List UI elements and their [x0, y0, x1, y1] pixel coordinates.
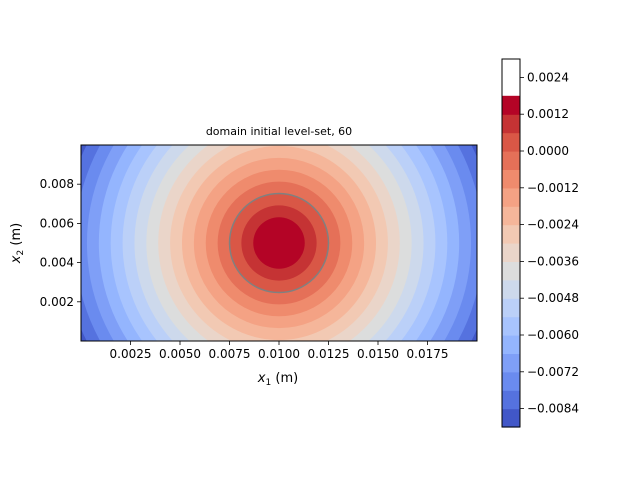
colorbar-segment — [502, 353, 520, 373]
x-tick-label: 0.0050 — [159, 347, 201, 361]
colorbar-segment — [502, 298, 520, 318]
y-tick-label: 0.004 — [40, 256, 74, 270]
colorbar-segment — [502, 390, 520, 410]
colorbar — [502, 95, 520, 428]
colorbar-segment — [502, 187, 520, 207]
colorbar-segment — [502, 261, 520, 281]
colorbar-segment — [502, 114, 520, 134]
x-tick-label: 0.0100 — [258, 347, 300, 361]
colorbar-tick-label: −0.0084 — [527, 402, 579, 416]
colorbar-tick-label: 0.0024 — [527, 70, 569, 84]
colorbar-ticks: 0.0024 0.0012 0.0000 −0.0012 −0.0024 −0.0036 −… — [520, 70, 579, 416]
colorbar-segment — [502, 95, 520, 115]
colorbar-tick-label: −0.0036 — [527, 254, 579, 268]
y-tick-label: 0.008 — [40, 177, 74, 191]
chart-title: domain initial level-set, 60 — [206, 125, 352, 138]
colorbar-tick-label: −0.0072 — [527, 365, 579, 379]
colorbar-tick-label: 0.0000 — [527, 144, 569, 158]
zero-contour-layer — [228, 192, 330, 294]
colorbar-segment — [502, 206, 520, 226]
x-tick-label: 0.0125 — [308, 347, 350, 361]
colorbar-tick-label: −0.0060 — [527, 328, 579, 342]
colorbar-frame — [501, 58, 521, 428]
x-tick-label: 0.0175 — [407, 347, 449, 361]
colorbar-tick-label: −0.0024 — [527, 218, 579, 232]
contour-band — [253, 217, 305, 269]
colorbar-segment — [502, 408, 520, 428]
x-axis-ticks: 0.0025 0.0050 0.0075 0.0100 0.0125 0.0150 0.01… — [110, 341, 449, 361]
colorbar-tick-label: −0.0012 — [527, 181, 579, 195]
x-tick-label: 0.0075 — [209, 347, 251, 361]
zero-level-contour — [228, 192, 330, 294]
y-axis-ticks: 0.002 0.004 0.006 0.008 — [40, 177, 81, 309]
colorbar-segment — [502, 151, 520, 170]
y-tick-label: 0.002 — [40, 295, 74, 309]
colorbar-segment — [502, 371, 520, 391]
colorbar-segment — [502, 316, 520, 336]
y-axis-label: x2 (m) — [9, 223, 26, 264]
x-axis-label: x1 (m) — [257, 371, 298, 388]
colorbar-tick-label: 0.0012 — [527, 107, 569, 121]
colorbar-segment — [502, 279, 520, 299]
plot-area — [81, 145, 477, 341]
colorbar-tick-label: −0.0048 — [527, 291, 579, 305]
colorbar-segment — [502, 169, 520, 189]
colorbar-segment — [502, 243, 520, 262]
x-tick-label: 0.0150 — [357, 347, 399, 361]
colorbar-segment — [502, 224, 520, 244]
y-tick-label: 0.006 — [40, 216, 74, 230]
colorbar-segment — [502, 132, 520, 152]
colorbar-segment — [502, 335, 520, 354]
x-tick-label: 0.0025 — [110, 347, 152, 361]
